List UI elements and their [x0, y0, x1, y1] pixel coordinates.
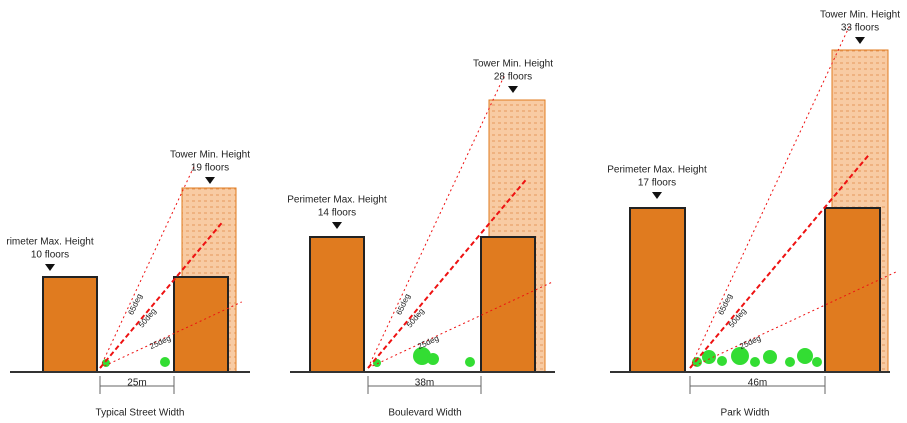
angle-label: 25deg	[738, 334, 762, 352]
perimeter-floors: 17 floors	[638, 178, 676, 189]
caption: Park Width	[721, 408, 770, 419]
width-label: 46m	[748, 378, 767, 389]
perimeter-building	[42, 276, 98, 373]
tree	[785, 357, 795, 367]
tree	[812, 357, 822, 367]
tree	[702, 350, 716, 364]
marker	[332, 222, 342, 229]
tree	[465, 357, 475, 367]
tree	[102, 359, 110, 367]
tower-base	[173, 276, 229, 373]
perimeter-floors: 10 floors	[31, 250, 69, 261]
marker	[855, 37, 865, 44]
sight-line	[367, 177, 529, 369]
tree	[750, 357, 760, 367]
caption: Typical Street Width	[96, 408, 185, 419]
tree	[797, 348, 813, 364]
sight-line	[99, 301, 242, 369]
perimeter-label: rimeter Max. Height	[6, 237, 93, 248]
tower-label: Tower Min. Height	[473, 59, 553, 70]
angle-label: 50deg	[727, 307, 748, 330]
tree	[427, 353, 439, 365]
tree	[160, 357, 170, 367]
perimeter-floors: 14 floors	[318, 208, 356, 219]
angle-label: 50deg	[405, 307, 426, 330]
perimeter-building	[629, 207, 686, 373]
angle-label: 65deg	[394, 292, 412, 316]
marker	[652, 192, 662, 199]
caption: Boulevard Width	[388, 408, 461, 419]
tree	[717, 356, 727, 366]
perimeter-label: Perimeter Max. Height	[287, 195, 387, 206]
perimeter-building	[309, 236, 365, 373]
width-label: 38m	[415, 378, 434, 389]
width-label: 25m	[127, 378, 146, 389]
tower-base	[824, 207, 881, 373]
tree	[763, 350, 777, 364]
angle-label: 50deg	[137, 307, 158, 330]
tower-label: Tower Min. Height	[170, 150, 250, 161]
tower-floors: 19 floors	[191, 163, 229, 174]
sight-line	[367, 281, 553, 369]
tree	[692, 357, 702, 367]
sight-line	[689, 155, 869, 369]
tower-label: Tower Min. Height	[820, 10, 900, 21]
tower-base	[480, 236, 536, 373]
marker	[508, 86, 518, 93]
angle-label: 25deg	[416, 334, 440, 352]
tower-floors: 33 floors	[841, 23, 879, 34]
tower-floors: 28 floors	[494, 72, 532, 83]
angle-label: 65deg	[126, 292, 144, 316]
tree	[413, 347, 431, 365]
sight-line	[367, 75, 505, 369]
angle-label: 65deg	[716, 292, 734, 316]
perimeter-label: Perimeter Max. Height	[607, 165, 707, 176]
tree	[731, 347, 749, 365]
angle-label: 25deg	[148, 334, 172, 352]
marker	[45, 264, 55, 271]
marker	[205, 177, 215, 184]
